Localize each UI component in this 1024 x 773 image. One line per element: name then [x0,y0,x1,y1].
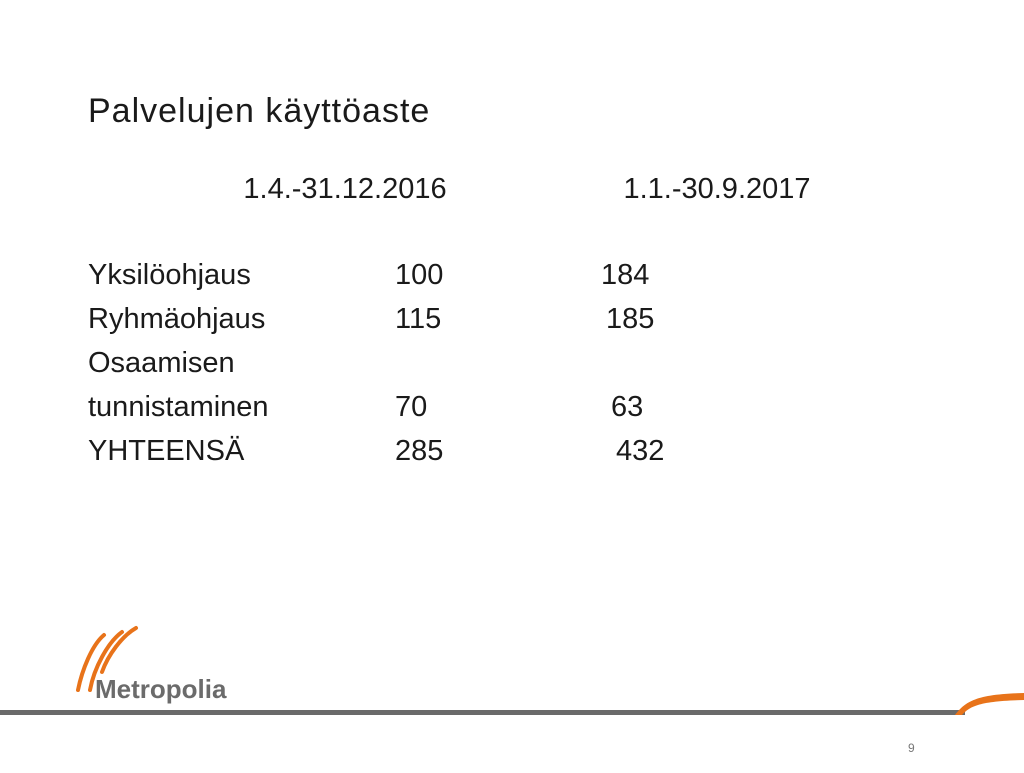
column-header: 1.1.-30.9.2017 [623,173,810,205]
cell-value: 70 [395,391,427,423]
logo-mark [76,626,138,692]
cell-value: 115 [395,303,441,335]
logo-text: Metropolia [95,674,227,704]
row-label: tunnistaminen [88,391,269,423]
footer-swoosh [955,693,1024,715]
cell-value: 100 [395,259,443,291]
table: 1.4.-31.12.2016 1.1.-30.9.2017 Yksilöohjau… [88,173,811,467]
cell-value: 432 [616,435,664,467]
page-number: 9 [908,741,915,755]
cell-value: 63 [611,391,643,423]
cell-value: 285 [395,435,443,467]
logo: Metropolia [76,626,227,704]
column-header: 1.4.-31.12.2016 [243,173,446,205]
cell-value: 185 [606,303,654,335]
row-label: Osaamisen [88,347,235,379]
row-label: Yksilöohjaus [88,259,251,291]
row-label: YHTEENSÄ [88,435,245,467]
slide-title: Palvelujen käyttöaste [88,92,430,130]
row-label: Ryhmäohjaus [88,303,265,335]
footer-line [0,710,965,715]
cell-value: 184 [601,259,649,291]
